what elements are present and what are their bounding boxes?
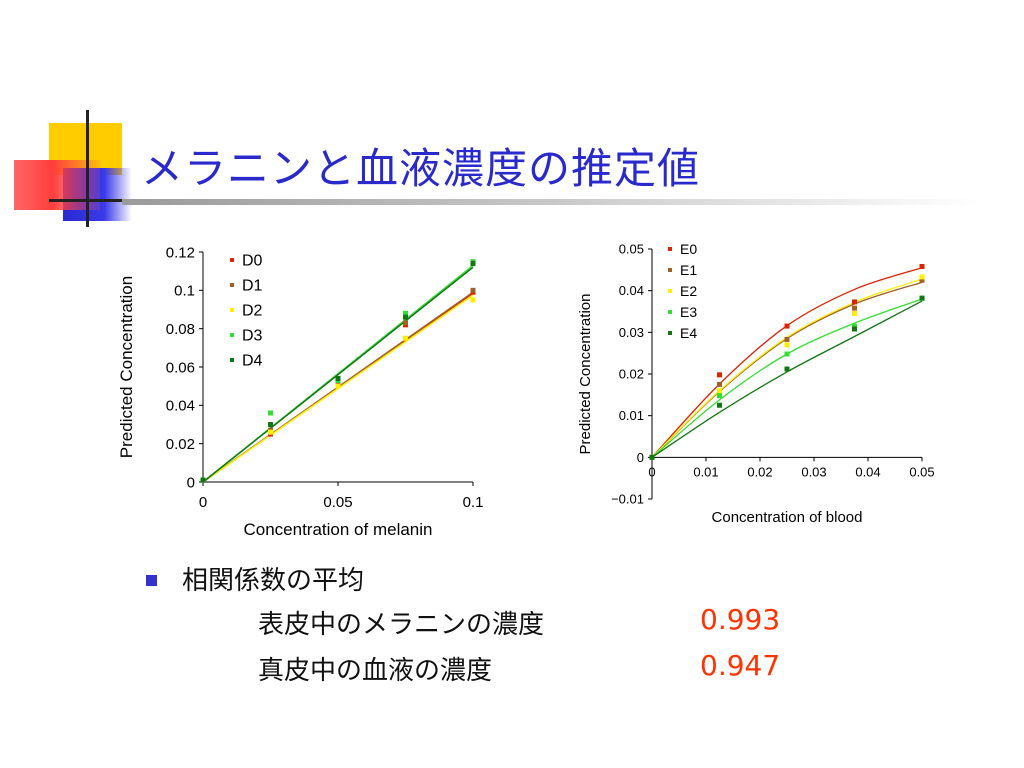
data-point-d3 <box>268 410 273 416</box>
legend-label-e1: E1 <box>680 262 697 278</box>
x-axis-label: Concentration of melanin <box>243 520 432 539</box>
bullet-marker <box>146 575 157 586</box>
data-point-d2 <box>335 383 341 389</box>
legend-swatch-d1 <box>230 283 234 287</box>
y-axis-label: Predicted Concentration <box>117 276 136 458</box>
x-tick-label: 0 <box>648 464 655 479</box>
data-point-e0 <box>717 372 722 378</box>
legend-label-d2: D2 <box>242 303 263 320</box>
data-point-e4 <box>784 366 790 372</box>
legend-swatch-e4 <box>668 331 672 335</box>
data-point-e4 <box>919 295 925 301</box>
legend-swatch-d3 <box>230 333 234 337</box>
data-point-e4 <box>852 326 857 332</box>
melanin-chart: 0 0.02 0.04 0.06 0.08 0.1 0.12 0 0.05 0.1 Concentr… <box>117 244 484 539</box>
decor-horizontal-line <box>49 199 136 202</box>
y-axis-label: Predicted Concentration <box>577 294 594 455</box>
data-point-e1 <box>784 336 790 342</box>
legend-label-e2: E2 <box>680 283 697 299</box>
blood-correlation-label: 真皮中の血液の濃度 <box>258 656 493 686</box>
y-tick-label: 0 <box>187 474 195 491</box>
data-point-e0 <box>919 264 925 269</box>
fit-line-d4 <box>202 266 474 483</box>
data-point-e3 <box>852 323 857 329</box>
data-point-d2 <box>403 335 408 341</box>
y-tick-label: 0.1 <box>174 283 195 300</box>
x-tick-label: 0.05 <box>909 464 934 479</box>
data-point-e4 <box>649 454 655 460</box>
bullet-heading: 相関係数の平均 <box>182 566 365 596</box>
x-axis-label: Concentration of blood <box>712 509 863 526</box>
data-point-e1 <box>919 277 925 283</box>
data-point-e0 <box>784 323 790 329</box>
fit-curve-e4 <box>651 300 923 458</box>
x-tick-label: 0 <box>199 494 207 511</box>
y-tick-label: 0.06 <box>166 359 195 376</box>
legend-label-d1: D1 <box>242 278 263 295</box>
y-tick-label: 0.12 <box>166 244 195 261</box>
data-point-e2 <box>717 388 722 394</box>
legend-label-d4: D4 <box>242 353 263 370</box>
data-point-d4 <box>200 477 206 483</box>
y-tick-label: −0.01 <box>611 492 644 507</box>
melanin-correlation-value: 0.993 <box>700 603 781 636</box>
y-tick-label: 0.04 <box>619 283 644 298</box>
data-point-e3 <box>717 393 722 399</box>
x-tick-label: 0.04 <box>855 464 880 479</box>
x-tick-label: 0.02 <box>747 464 772 479</box>
y-tick-label: 0.02 <box>166 436 195 453</box>
data-point-d4 <box>403 314 408 320</box>
legend-label-d0: D0 <box>242 253 263 270</box>
legend-swatch-d2 <box>230 308 234 312</box>
x-tick-label: 0.01 <box>693 464 718 479</box>
legend-label-e4: E4 <box>680 325 697 341</box>
data-point-d2 <box>268 429 273 435</box>
data-point-e0 <box>852 299 857 305</box>
legend-swatch-e1 <box>668 268 672 272</box>
y-tick-label: 0.05 <box>619 242 644 257</box>
legend-swatch-d0 <box>230 258 234 262</box>
slide-title: メラニンと血液濃度の推定値 <box>141 144 701 193</box>
y-tick-label: 0.02 <box>619 367 644 382</box>
data-point-d1 <box>403 320 408 326</box>
data-point-d1 <box>470 287 476 293</box>
summary-section: 相関係数の平均 表皮中のメラニンの濃度 0.993 真皮中の血液の濃度 0.94… <box>142 560 842 700</box>
legend-swatch-e0 <box>668 247 672 251</box>
legend-swatch-e3 <box>668 310 672 314</box>
title-underline <box>122 199 982 205</box>
legend-label-e3: E3 <box>680 304 697 320</box>
data-point-d4 <box>268 422 273 427</box>
x-tick-label: 0.1 <box>463 494 484 511</box>
data-point-d4 <box>470 261 476 266</box>
y-tick-label: 0.01 <box>619 408 644 423</box>
y-tick-label: 0 <box>637 450 644 465</box>
data-point-e4 <box>717 402 722 408</box>
legend-label-e0: E0 <box>680 241 697 257</box>
data-point-e1 <box>717 381 722 387</box>
blood-correlation-value: 0.947 <box>700 649 781 682</box>
x-tick-label: 0.05 <box>323 494 352 511</box>
legend-swatch-e2 <box>668 289 672 293</box>
data-point-d2 <box>470 297 476 303</box>
data-point-d3 <box>403 310 408 316</box>
data-point-e2 <box>919 274 925 280</box>
y-tick-label: 0.04 <box>166 398 195 415</box>
y-tick-label: 0.03 <box>619 325 644 340</box>
data-point-e3 <box>784 351 790 357</box>
y-tick-label: 0.08 <box>166 321 195 338</box>
blood-chart: −0.01 0 0.01 0.02 0.03 0.04 0.05 0 0.01 0.02 0.03 0… <box>577 241 935 526</box>
decor-vertical-line <box>86 110 89 227</box>
x-tick-label: 0.03 <box>801 464 826 479</box>
melanin-correlation-label: 表皮中のメラニンの濃度 <box>258 610 545 640</box>
data-point-e2 <box>852 311 857 317</box>
legend-swatch-d4 <box>230 358 234 362</box>
data-point-d4 <box>335 376 341 381</box>
data-point-e2 <box>784 342 790 348</box>
legend-label-d3: D3 <box>242 328 263 345</box>
data-point-e1 <box>852 305 857 311</box>
